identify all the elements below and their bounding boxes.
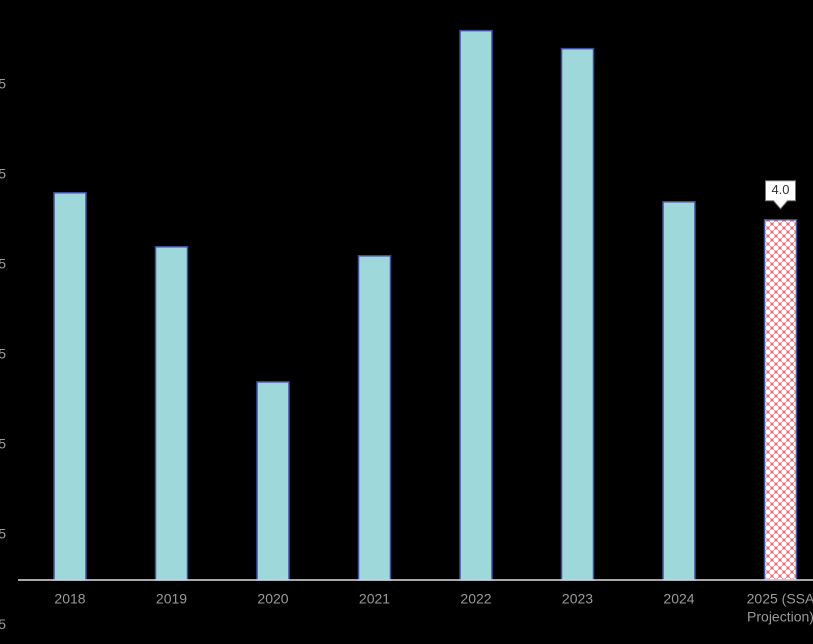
x-tick-label: 2024 — [663, 591, 694, 607]
bar — [560, 47, 595, 581]
y-tick-label: 6.5 — [0, 0, 6, 1]
x-tick-label: 2022 — [460, 591, 491, 607]
y-tick-label: 5.5 — [0, 75, 6, 91]
y-tick-label: 1.5 — [0, 436, 6, 452]
y-tick-label: 3.5 — [0, 256, 6, 272]
bar — [256, 381, 290, 581]
callout — [765, 180, 796, 210]
y-tick-label: 4.5 — [0, 165, 6, 181]
x-tick-label: 2021 — [359, 591, 390, 607]
x-tick-label: 2023 — [562, 591, 593, 607]
y-tick-label: 0.5 — [0, 526, 6, 542]
bar — [53, 191, 87, 581]
bar — [662, 201, 696, 581]
y-tick-label: 2.5 — [0, 346, 6, 362]
x-tick-label: 2025 (SSA — [747, 591, 813, 607]
value-label: 4.0 — [771, 182, 789, 197]
y-tick-label: -0.5 — [0, 616, 6, 632]
x-tick-label: Projection) — [747, 609, 813, 625]
bar — [357, 255, 392, 581]
x-tick-label: 2019 — [156, 591, 187, 607]
bar — [763, 219, 798, 581]
bar — [154, 246, 189, 581]
x-tick-label: 2018 — [54, 591, 85, 607]
x-tick-label: 2020 — [257, 591, 288, 607]
bar — [459, 29, 493, 581]
